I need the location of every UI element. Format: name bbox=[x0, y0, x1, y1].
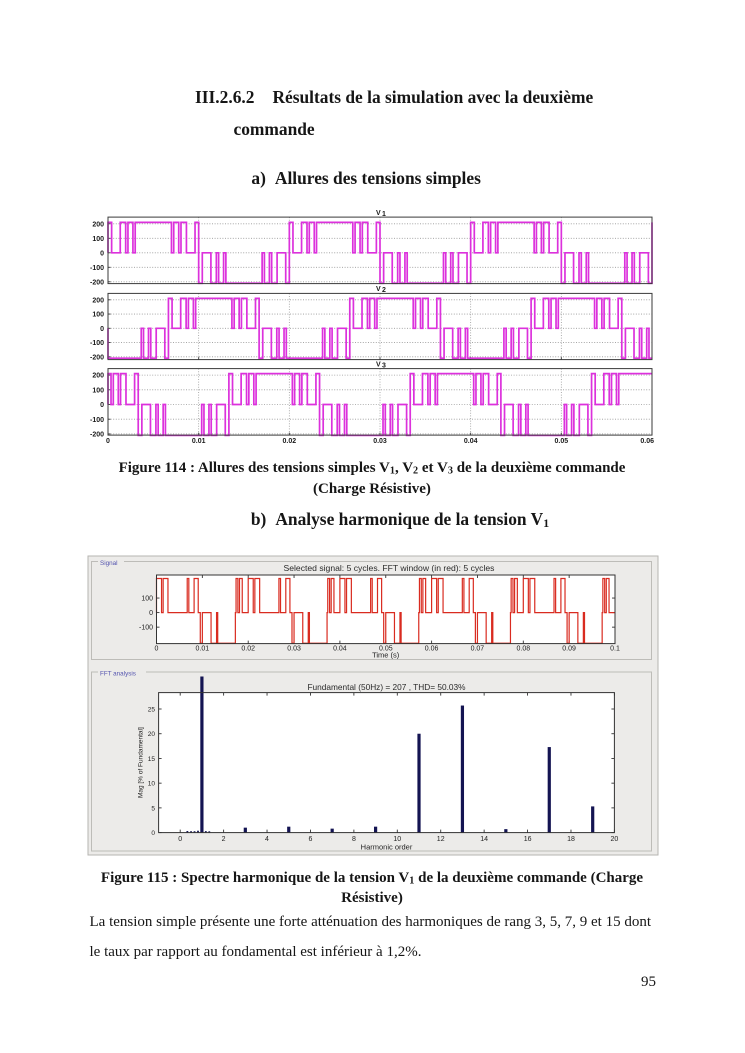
svg-text:Mag [% of Fundamental]: Mag [% of Fundamental] bbox=[138, 727, 145, 798]
svg-text:-100: -100 bbox=[90, 417, 104, 424]
svg-text:V: V bbox=[376, 210, 381, 217]
svg-text:100: 100 bbox=[92, 236, 104, 243]
svg-text:0.06: 0.06 bbox=[425, 646, 439, 653]
svg-text:200: 200 bbox=[92, 297, 104, 304]
svg-text:16: 16 bbox=[524, 836, 532, 843]
svg-text:Time (s): Time (s) bbox=[372, 651, 400, 660]
svg-text:18: 18 bbox=[567, 836, 575, 843]
svg-text:10: 10 bbox=[148, 781, 156, 788]
svg-text:2: 2 bbox=[222, 836, 226, 843]
svg-text:0: 0 bbox=[100, 402, 104, 409]
svg-text:0.04: 0.04 bbox=[464, 438, 478, 445]
svg-text:V: V bbox=[376, 361, 381, 368]
svg-text:-200: -200 bbox=[90, 279, 104, 286]
svg-text:5: 5 bbox=[151, 805, 155, 812]
svg-text:0: 0 bbox=[100, 326, 104, 333]
svg-text:0.1: 0.1 bbox=[610, 646, 620, 653]
svg-text:14: 14 bbox=[480, 836, 488, 843]
svg-text:15: 15 bbox=[148, 756, 156, 763]
svg-text:100: 100 bbox=[92, 312, 104, 319]
svg-text:0: 0 bbox=[178, 836, 182, 843]
svg-text:100: 100 bbox=[141, 596, 153, 603]
svg-text:Fundamental (50Hz) = 207 , THD: Fundamental (50Hz) = 207 , THD= 50.03% bbox=[307, 682, 466, 692]
svg-text:25: 25 bbox=[148, 706, 156, 713]
svg-text:-200: -200 bbox=[90, 354, 104, 361]
svg-text:Harmonic order: Harmonic order bbox=[361, 843, 413, 852]
svg-text:0.06: 0.06 bbox=[640, 438, 654, 445]
svg-text:0.07: 0.07 bbox=[471, 646, 485, 653]
svg-text:200: 200 bbox=[92, 373, 104, 380]
svg-text:0.03: 0.03 bbox=[287, 646, 301, 653]
svg-text:0.04: 0.04 bbox=[333, 646, 347, 653]
svg-text:0.09: 0.09 bbox=[562, 646, 576, 653]
svg-text:0.02: 0.02 bbox=[282, 438, 296, 445]
svg-text:-200: -200 bbox=[90, 432, 104, 439]
svg-text:1: 1 bbox=[382, 211, 386, 218]
svg-text:-100: -100 bbox=[90, 265, 104, 272]
svg-text:2: 2 bbox=[382, 287, 386, 294]
svg-text:0.01: 0.01 bbox=[192, 438, 206, 445]
svg-text:20: 20 bbox=[611, 836, 619, 843]
svg-text:0: 0 bbox=[155, 646, 159, 653]
svg-text:0.08: 0.08 bbox=[516, 646, 530, 653]
svg-text:200: 200 bbox=[92, 221, 104, 228]
svg-text:6: 6 bbox=[309, 836, 313, 843]
svg-text:8: 8 bbox=[352, 836, 356, 843]
svg-text:0.01: 0.01 bbox=[195, 646, 209, 653]
svg-text:FFT analysis: FFT analysis bbox=[100, 671, 136, 678]
svg-text:0: 0 bbox=[149, 610, 153, 617]
svg-text:0.05: 0.05 bbox=[379, 646, 393, 653]
svg-text:0.03: 0.03 bbox=[373, 438, 387, 445]
svg-text:0: 0 bbox=[151, 830, 155, 837]
svg-text:0: 0 bbox=[100, 250, 104, 257]
svg-text:3: 3 bbox=[382, 362, 386, 369]
svg-text:V: V bbox=[376, 286, 381, 293]
svg-text:20: 20 bbox=[148, 731, 156, 738]
svg-text:0.02: 0.02 bbox=[241, 646, 255, 653]
svg-text:-100: -100 bbox=[139, 625, 153, 632]
svg-text:Selected signal: 5 cycles. FFT: Selected signal: 5 cycles. FFT window (i… bbox=[284, 563, 495, 573]
svg-text:Signal: Signal bbox=[100, 560, 118, 567]
svg-text:12: 12 bbox=[437, 836, 445, 843]
svg-text:0.05: 0.05 bbox=[554, 438, 568, 445]
svg-text:4: 4 bbox=[265, 836, 269, 843]
svg-text:0: 0 bbox=[106, 438, 110, 445]
svg-text:-100: -100 bbox=[90, 340, 104, 347]
svg-text:100: 100 bbox=[92, 387, 104, 394]
svg-text:10: 10 bbox=[393, 836, 401, 843]
